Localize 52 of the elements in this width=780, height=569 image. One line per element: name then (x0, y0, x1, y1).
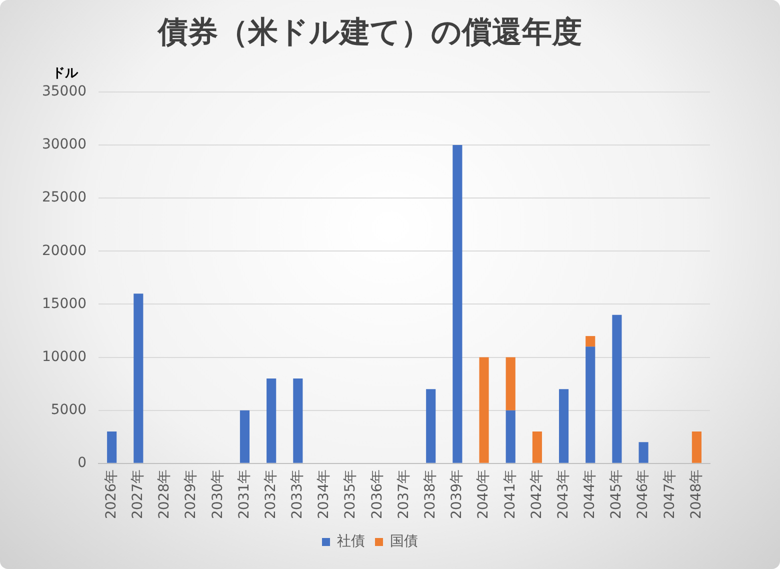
x-tick-label: 2027年 (130, 469, 146, 520)
x-tick-label: 2040年 (476, 469, 492, 520)
y-tick-label: 0 (78, 455, 87, 472)
bar (506, 357, 516, 410)
x-tick-label: 2033年 (290, 469, 306, 520)
bar (558, 389, 569, 463)
y-tick-label: 25000 (42, 190, 87, 206)
x-tick-label: 2038年 (422, 469, 438, 520)
bar (612, 314, 622, 463)
x-tick-label: 2045年 (608, 469, 625, 520)
x-tick-label: 2031年 (236, 469, 252, 520)
x-tick-label: 2029年 (183, 469, 200, 520)
x-tick-label: 2043年 (555, 469, 572, 520)
bar (266, 378, 276, 463)
bar (426, 389, 436, 463)
bar (240, 410, 250, 463)
bar (692, 432, 702, 463)
y-tick-label: 20000 (42, 242, 87, 259)
x-tick-label: 2039年 (449, 469, 466, 520)
x-tick-label: 2034年 (316, 469, 332, 520)
y-tick-label: 5000 (50, 402, 87, 418)
x-tick-label: 2047年 (662, 469, 678, 520)
bar (134, 294, 144, 463)
y-tick-label: 30000 (42, 136, 87, 153)
x-tick-label: 2041年 (502, 469, 518, 520)
x-tick-label: 2042年 (528, 469, 545, 520)
x-tick-label: 2028年 (156, 469, 173, 520)
x-tick-label: 2026年 (103, 469, 120, 520)
x-tick-label: 2046年 (635, 469, 652, 520)
x-tick-label: 2048年 (688, 469, 704, 520)
x-tick-label: 2036年 (369, 469, 386, 520)
x-tick-label: 2044年 (582, 469, 598, 520)
x-tick-label: 2035年 (342, 469, 359, 520)
bar (107, 432, 117, 463)
y-tick-label: 15000 (42, 296, 87, 312)
y-tick-label: 10000 (42, 348, 87, 365)
bar (506, 410, 516, 463)
y-tick-label: 35000 (42, 84, 87, 100)
bar (452, 145, 462, 463)
bar (293, 378, 303, 463)
bar (479, 357, 489, 463)
legend-label: 国債 (390, 534, 418, 550)
bar (638, 442, 648, 463)
y-axis-title: ドル (52, 66, 79, 81)
chart-title: 債券（米ドル建て）の償還年度 (157, 14, 582, 50)
x-tick-label: 2030年 (210, 469, 226, 520)
legend-label: 社債 (337, 534, 365, 550)
bar (532, 432, 542, 463)
x-tick-label: 2032年 (262, 469, 279, 520)
bar (586, 336, 596, 347)
x-tick-label: 2037年 (396, 469, 412, 520)
bar (586, 346, 596, 463)
